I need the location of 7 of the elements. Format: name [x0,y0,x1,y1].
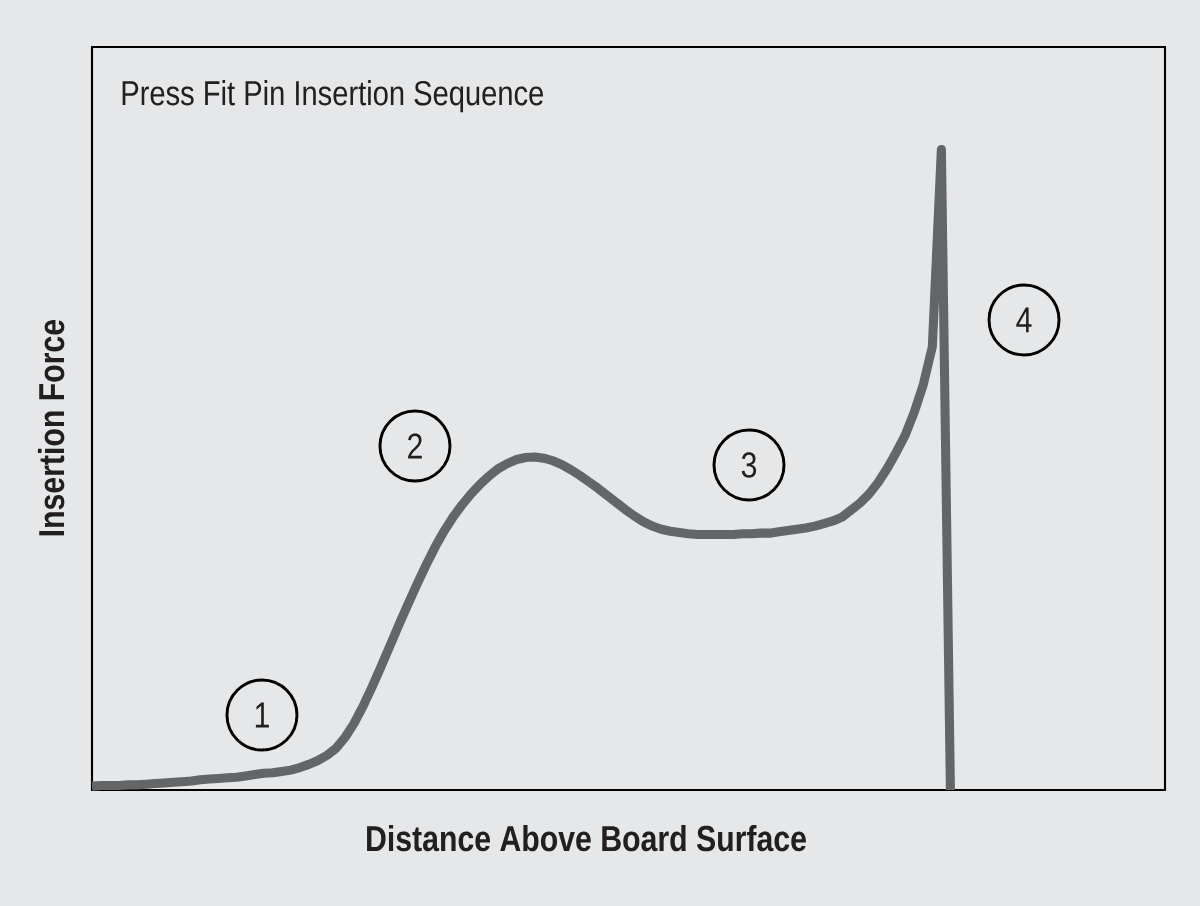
chart-title: Press Fit Pin Insertion Sequence [122,80,543,113]
annotation: 2 [408,433,422,459]
annotation: 1 [255,702,269,728]
y-axis-title: Insertion Force [37,319,65,536]
annotation: 3 [741,452,757,478]
x-axis-title: Distance Above Board Surface [367,824,806,852]
text: 4 [1016,307,1032,333]
